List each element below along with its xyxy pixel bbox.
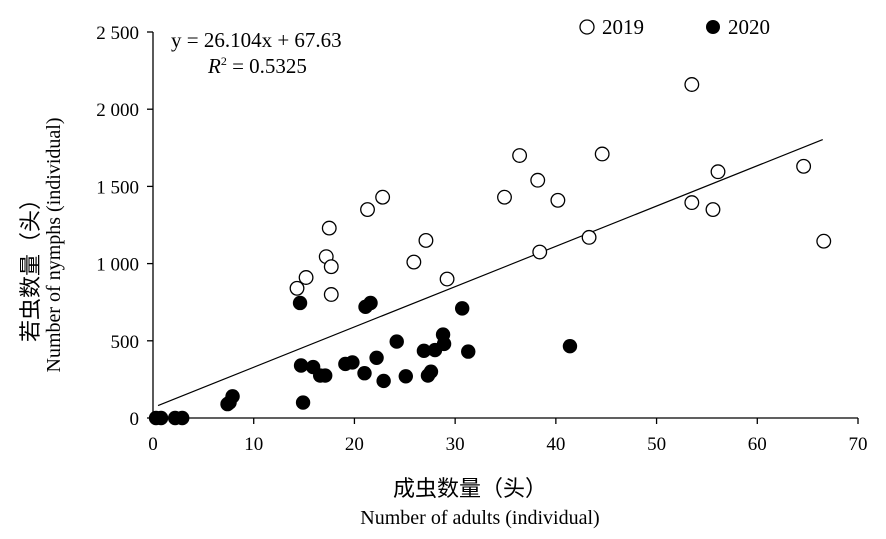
y-tick-label: 1 500 (96, 177, 139, 198)
point-2019 (512, 148, 528, 163)
r-squared-label: R2 = 0.5325 (207, 54, 307, 78)
point-2020 (225, 389, 240, 404)
point-2019 (581, 229, 597, 245)
legend-label-2019: 2019 (602, 15, 644, 39)
x-tick-label: 0 (148, 434, 158, 455)
point-2019 (360, 202, 375, 218)
y-tick-label: 1 000 (96, 255, 139, 276)
point-2019 (406, 254, 422, 270)
data-points-layer (148, 77, 832, 426)
point-2020 (389, 334, 404, 349)
point-2020 (318, 368, 333, 383)
point-2020 (398, 369, 413, 384)
x-tick-label: 30 (446, 434, 465, 455)
x-tick-label: 40 (546, 434, 565, 455)
point-2020 (153, 410, 169, 426)
point-2019 (796, 158, 812, 174)
point-2019 (289, 280, 305, 296)
x-tick-label: 50 (647, 434, 666, 455)
legend-marker-2019 (579, 19, 595, 35)
r-squared-value: = 0.5325 (227, 54, 307, 78)
point-2019 (816, 233, 832, 249)
point-2020 (376, 373, 391, 389)
legend-label-2020: 2020 (728, 15, 770, 39)
point-2020 (562, 339, 578, 354)
point-2020 (454, 301, 470, 316)
y-tick-label: 0 (130, 409, 140, 430)
point-2019 (710, 164, 726, 180)
regression-line (157, 138, 823, 407)
point-2020 (363, 295, 378, 311)
point-2019 (323, 259, 339, 275)
axes: 0 10 20 30 40 50 60 70 0 500 1 000 1 500 2 000 2 500 (96, 23, 867, 455)
point-2020 (436, 336, 452, 352)
legend-marker-2020 (706, 20, 720, 34)
point-2020 (416, 343, 432, 359)
x-axis-label-en: Number of adults (individual) (360, 507, 599, 529)
point-2019 (418, 232, 434, 248)
regression-equation: y = 26.104x + 67.63 (171, 28, 342, 52)
y-tick-label: 2 000 (96, 100, 139, 121)
regression-line-layer (157, 138, 823, 407)
y-tick-label: 2 500 (96, 23, 139, 44)
point-2019 (705, 202, 721, 218)
y-axis-label-cn: 若虫数量（头） (19, 188, 44, 342)
point-2020 (293, 358, 309, 373)
r-squared-symbol: R (207, 54, 221, 78)
y-axis-label-en: Number of nymphs (individual) (43, 118, 65, 373)
point-2019 (684, 77, 700, 92)
point-2019 (497, 189, 512, 205)
point-2020 (357, 366, 372, 381)
point-2019 (375, 189, 391, 205)
point-2019 (439, 271, 455, 287)
point-2019 (532, 244, 548, 260)
y-tick-label: 500 (111, 332, 140, 353)
point-2019 (530, 172, 546, 188)
point-2020 (295, 395, 311, 410)
point-2019 (323, 287, 339, 302)
point-2020 (175, 410, 190, 426)
point-2020 (345, 355, 360, 370)
point-2020 (461, 344, 476, 359)
point-2019 (550, 192, 566, 208)
point-2020 (369, 350, 384, 365)
point-2019 (594, 146, 610, 162)
point-2019 (684, 195, 700, 211)
x-tick-label: 60 (748, 434, 767, 455)
point-2020 (292, 295, 308, 311)
x-tick-label: 10 (244, 434, 263, 455)
x-tick-label: 20 (345, 434, 364, 455)
x-axis-label-cn: 成虫数量（头） (393, 477, 547, 502)
point-2019 (298, 270, 314, 285)
labels-layer: y = 26.104x + 67.63 R2 = 0.5325 2019 202… (19, 15, 770, 529)
point-2020 (423, 364, 439, 379)
point-2019 (321, 220, 337, 236)
x-tick-label: 70 (849, 434, 868, 455)
r-squared-superscript: 2 (221, 54, 227, 68)
